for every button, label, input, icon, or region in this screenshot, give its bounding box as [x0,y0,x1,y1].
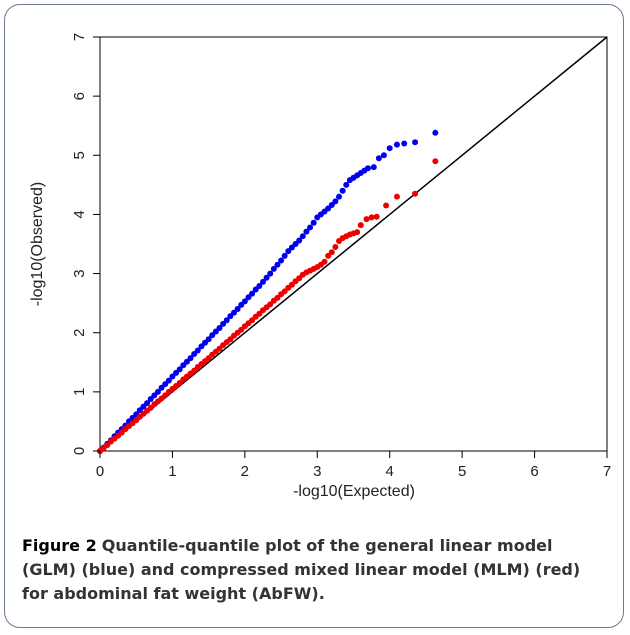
y-tick-label: 7 [71,33,88,41]
data-point [386,145,393,152]
data-point [303,228,310,235]
data-point [281,252,288,259]
y-tick-label: 3 [71,269,88,277]
data-point [310,219,317,226]
data-point [339,187,346,194]
x-axis-title: -log10(Expected) [293,483,415,500]
data-point [332,198,339,205]
data-point [267,270,274,277]
data-point [401,140,408,147]
data-point [144,400,151,407]
data-point [328,249,335,256]
data-point [383,202,390,209]
figure-caption-text: Quantile-quantile plot of the general li… [22,536,581,603]
data-point [373,213,380,220]
data-point [321,258,328,265]
data-point [354,229,361,236]
data-point [256,282,263,289]
data-point [274,261,281,268]
x-tick-label: 1 [168,463,176,480]
series-1 [97,158,439,454]
data-point [336,193,343,200]
data-point [332,243,339,250]
data-point [263,274,270,281]
figure-caption: Figure 2 Quantile-quantile plot of the g… [22,534,602,606]
data-point [370,164,377,171]
y-tick-label: 1 [71,388,88,396]
data-point [364,165,371,172]
data-point [393,141,400,148]
data-point [194,347,201,354]
x-tick-label: 0 [96,463,104,480]
figure-label: Figure 2 [22,536,97,555]
y-tick-label: 5 [71,151,88,159]
plot-area-border [99,36,608,452]
data-point [216,324,223,331]
data-point [375,155,382,162]
y-tick-label: 4 [71,210,88,218]
x-tick-label: 7 [603,463,611,480]
series-0 [97,129,439,454]
data-point [205,336,212,343]
data-point [393,193,400,200]
data-point [296,237,303,244]
data-point [343,181,350,188]
data-point [270,265,277,272]
data-point [380,152,387,159]
qq-plot: 0 1 2 3 4 5 6 7 0 1 2 3 4 5 6 7 -log10(Expected) -log10… [29,33,611,500]
x-tick-label: 6 [530,463,538,480]
x-tick-label: 4 [386,463,394,480]
data-point [432,158,439,165]
data-point [412,190,419,197]
data-point [223,317,230,324]
y-tick-label: 0 [71,447,88,455]
data-point [412,139,419,146]
data-point [249,290,256,297]
y-axis-title: -log10(Observed) [29,182,46,307]
data-point [165,377,172,384]
data-point [154,388,161,395]
x-tick-label: 5 [458,463,466,480]
data-point [259,278,266,285]
data-point [176,366,183,373]
data-point [278,257,285,264]
data-point [357,222,364,229]
y-tick-label: 2 [71,329,88,337]
data-point [307,224,314,231]
data-point [241,298,248,305]
data-point [299,233,306,240]
data-point [432,129,439,136]
x-tick-label: 2 [241,463,249,480]
y-tick-label: 6 [71,92,88,100]
data-point [234,306,241,313]
data-point [368,214,375,221]
data-point [187,355,194,362]
data-point [363,216,370,223]
x-tick-label: 3 [313,463,321,480]
